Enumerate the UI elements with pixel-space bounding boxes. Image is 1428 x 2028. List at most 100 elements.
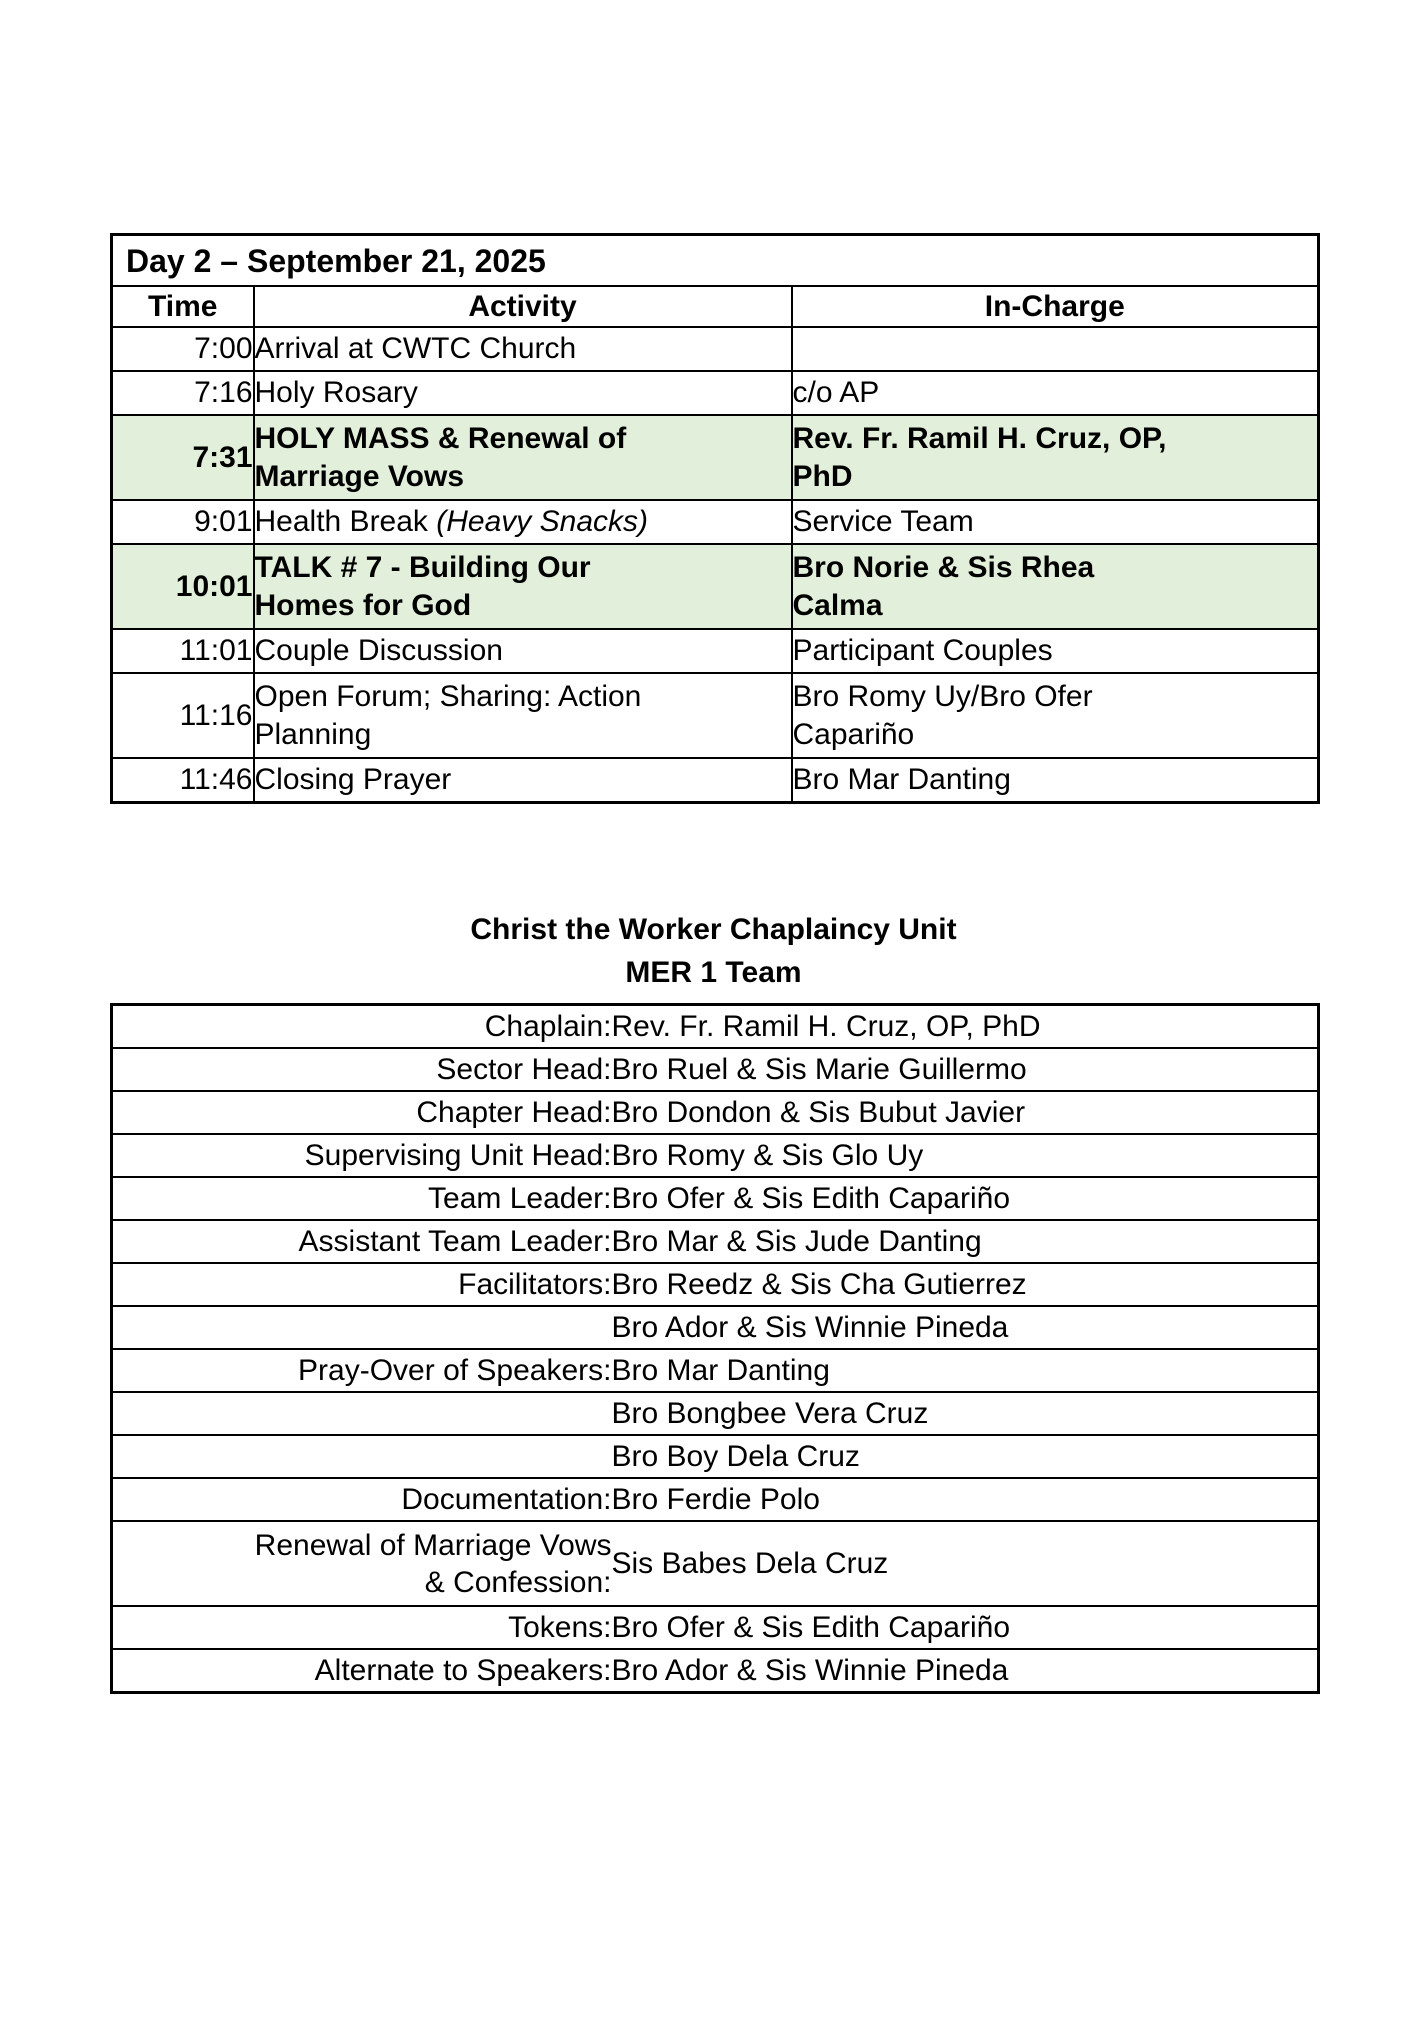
table-row: 10:01 TALK # 7 - Building Our Homes for … (110, 543, 1320, 630)
table-row: Facilitators: Bro Reedz & Sis Cha Gutier… (111, 1262, 1319, 1307)
schedule-title: Day 2 – September 21, 2025 (110, 233, 1320, 287)
name-cell: Bro Ofer & Sis Edith Capariño (611, 1605, 1319, 1650)
activity-text: Arrival at CWTC Church (254, 332, 577, 365)
name-cell: Bro Dondon & Sis Bubut Javier (611, 1090, 1319, 1135)
activity-cell: Closing Prayer (252, 757, 793, 804)
activity-italic-text: (Heavy Snacks) (436, 505, 648, 538)
time-cell: 9:01 (110, 499, 255, 545)
activity-text: Couple Discussion (254, 634, 503, 667)
table-row: 7:00 Arrival at CWTC Church (110, 326, 1320, 372)
table-row: 7:31 HOLY MASS & Renewal of Marriage Vow… (110, 414, 1320, 501)
name-cell: Bro Ferdie Polo (611, 1477, 1319, 1522)
incharge-cell: Rev. Fr. Ramil H. Cruz, OP, PhD (790, 414, 1320, 501)
role-cell: Chapter Head: (111, 1090, 612, 1135)
role-cell: Alternate to Speakers: (111, 1648, 612, 1694)
role-cell: Team Leader: (111, 1176, 612, 1221)
table-row: Team Leader: Bro Ofer & Sis Edith Capari… (111, 1176, 1319, 1221)
column-header-incharge: In-Charge (790, 285, 1320, 328)
chaplaincy-unit-heading: Christ the Worker Chaplaincy Unit (470, 913, 957, 946)
activity-cell: Holy Rosary (252, 370, 793, 416)
role-cell: Chaplain: (111, 1003, 612, 1049)
role-cell: Documentation: (111, 1477, 612, 1522)
role-cell: Renewal of Marriage Vows & Confession: (111, 1520, 612, 1607)
team-table: Chaplain: Rev. Fr. Ramil H. Cruz, OP, Ph… (110, 1003, 1320, 1694)
team-table-body: Chaplain: Rev. Fr. Ramil H. Cruz, OP, Ph… (111, 1003, 1319, 1694)
time-cell: 10:01 (110, 543, 255, 630)
table-row: 11:16 Open Forum; Sharing: Action Planni… (110, 672, 1320, 759)
role-cell: Pray-Over of Speakers: (111, 1348, 612, 1393)
table-row: Chapter Head: Bro Dondon & Sis Bubut Jav… (111, 1090, 1319, 1135)
activity-text: Holy Rosary (254, 376, 418, 409)
time-cell: 11:01 (110, 628, 255, 674)
name-cell: Bro Reedz & Sis Cha Gutierrez (611, 1262, 1319, 1307)
role-cell: Sector Head: (111, 1047, 612, 1092)
role-cell (111, 1391, 612, 1436)
activity-text: Health Break (254, 505, 437, 538)
column-header-activity: Activity (252, 285, 793, 328)
role-cell (111, 1434, 612, 1479)
activity-cell: Couple Discussion (252, 628, 793, 674)
time-cell: 7:31 (110, 414, 255, 501)
table-row: 11:01 Couple Discussion Participant Coup… (110, 628, 1320, 674)
table-row: Supervising Unit Head: Bro Romy & Sis Gl… (111, 1133, 1319, 1178)
table-row: 7:16 Holy Rosary c/o AP (110, 370, 1320, 416)
incharge-cell: c/o AP (790, 370, 1320, 416)
table-row: Renewal of Marriage Vows & Confession: S… (111, 1520, 1319, 1607)
role-cell: Supervising Unit Head: (111, 1133, 612, 1178)
activity-cell: Health Break (Heavy Snacks) (252, 499, 793, 545)
name-cell: Bro Boy Dela Cruz (611, 1434, 1319, 1479)
table-row: Documentation: Bro Ferdie Polo (111, 1477, 1319, 1522)
name-cell: Bro Ador & Sis Winnie Pineda (611, 1648, 1319, 1694)
name-cell: Bro Mar Danting (611, 1348, 1319, 1393)
activity-cell: HOLY MASS & Renewal of Marriage Vows (252, 414, 793, 501)
table-row: 9:01 Health Break (Heavy Snacks) Service… (110, 499, 1320, 545)
time-cell: 11:46 (110, 757, 255, 804)
name-cell: Bro Mar & Sis Jude Danting (611, 1219, 1319, 1264)
schedule-header-row: Time Activity In-Charge (110, 285, 1320, 328)
table-row: Bro Ador & Sis Winnie Pineda (111, 1305, 1319, 1350)
time-cell: 7:00 (110, 326, 255, 372)
incharge-cell: Bro Mar Danting (790, 757, 1320, 804)
activity-cell: Open Forum; Sharing: Action Planning (252, 672, 793, 759)
schedule-table-body: Day 2 – September 21, 2025 Time Activity… (110, 233, 1320, 804)
table-row: Pray-Over of Speakers: Bro Mar Danting (111, 1348, 1319, 1393)
activity-text: HOLY MASS & Renewal of Marriage Vows (254, 421, 627, 493)
activity-cell: Arrival at CWTC Church (252, 326, 793, 372)
team-section-heading: Christ the Worker Chaplaincy Unit MER 1 … (110, 908, 1317, 994)
activity-text: Closing Prayer (254, 763, 452, 796)
table-row: Assistant Team Leader: Bro Mar & Sis Jud… (111, 1219, 1319, 1264)
incharge-cell: Participant Couples (790, 628, 1320, 674)
column-header-time: Time (110, 285, 255, 328)
schedule-table: Day 2 – September 21, 2025 Time Activity… (110, 233, 1321, 804)
activity-text: Open Forum; Sharing: Action Planning (254, 679, 642, 751)
team-name-heading: MER 1 Team (625, 956, 802, 989)
table-row: Tokens: Bro Ofer & Sis Edith Capariño (111, 1605, 1319, 1650)
name-cell: Bro Ruel & Sis Marie Guillermo (611, 1047, 1319, 1092)
time-cell: 11:16 (110, 672, 255, 759)
activity-text: TALK # 7 - Building Our Homes for God (254, 550, 591, 622)
incharge-cell: Bro Norie & Sis Rhea Calma (790, 543, 1320, 630)
name-cell: Bro Romy & Sis Glo Uy (611, 1133, 1319, 1178)
table-row: Chaplain: Rev. Fr. Ramil H. Cruz, OP, Ph… (111, 1003, 1319, 1049)
name-cell: Bro Bongbee Vera Cruz (611, 1391, 1319, 1436)
name-cell: Bro Ofer & Sis Edith Capariño (611, 1176, 1319, 1221)
role-cell: Tokens: (111, 1605, 612, 1650)
schedule-title-row: Day 2 – September 21, 2025 (110, 233, 1320, 287)
time-cell: 7:16 (110, 370, 255, 416)
role-cell (111, 1305, 612, 1350)
incharge-cell (790, 326, 1320, 372)
table-row: Bro Bongbee Vera Cruz (111, 1391, 1319, 1436)
name-cell: Rev. Fr. Ramil H. Cruz, OP, PhD (611, 1003, 1319, 1049)
table-row: Alternate to Speakers: Bro Ador & Sis Wi… (111, 1648, 1319, 1694)
role-cell: Facilitators: (111, 1262, 612, 1307)
table-row: Sector Head: Bro Ruel & Sis Marie Guille… (111, 1047, 1319, 1092)
incharge-cell: Service Team (790, 499, 1320, 545)
name-cell: Sis Babes Dela Cruz (611, 1520, 1319, 1607)
activity-cell: TALK # 7 - Building Our Homes for God (252, 543, 793, 630)
table-row: Bro Boy Dela Cruz (111, 1434, 1319, 1479)
incharge-cell: Bro Romy Uy/Bro Ofer Capariño (790, 672, 1320, 759)
role-cell: Assistant Team Leader: (111, 1219, 612, 1264)
name-cell: Bro Ador & Sis Winnie Pineda (611, 1305, 1319, 1350)
table-row: 11:46 Closing Prayer Bro Mar Danting (110, 757, 1320, 804)
